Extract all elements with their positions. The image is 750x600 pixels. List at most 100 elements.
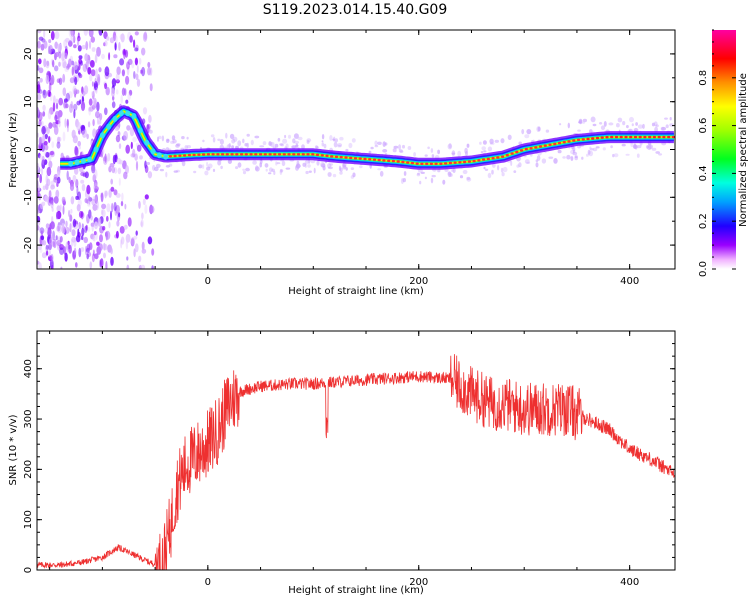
noise-blob xyxy=(152,164,156,171)
noise-blob xyxy=(121,87,126,97)
noise-blob xyxy=(134,31,139,36)
noise-blob xyxy=(352,172,356,178)
noise-blob xyxy=(110,210,112,221)
noise-blob xyxy=(40,167,44,176)
noise-blob xyxy=(430,177,434,184)
ridge-peak xyxy=(216,153,220,156)
noise-blob xyxy=(242,170,247,175)
y-tick-label: 200 xyxy=(23,460,34,479)
noise-blob xyxy=(70,208,73,214)
noise-blob xyxy=(136,144,142,152)
noise-blob xyxy=(466,143,470,148)
noise-blob xyxy=(204,170,209,176)
noise-blob xyxy=(58,77,63,86)
ridge-peak xyxy=(467,160,471,163)
noise-blob xyxy=(53,176,58,183)
noise-blob xyxy=(413,152,416,157)
noise-blob xyxy=(645,145,649,149)
ridge-peak xyxy=(301,153,305,156)
ridge-peak xyxy=(538,145,543,148)
ridge-peak xyxy=(382,159,386,162)
noise-blob xyxy=(186,136,189,140)
noise-blob xyxy=(610,145,613,149)
noise-blob xyxy=(103,242,106,251)
ridge-peak xyxy=(268,153,272,156)
noise-blob xyxy=(589,146,592,150)
noise-blob xyxy=(295,143,299,149)
y-tick-label: 0 xyxy=(23,146,34,152)
noise-blob xyxy=(65,241,70,251)
spectrogram-y-label: Frequency (Hz) xyxy=(8,112,19,188)
noise-blob xyxy=(75,234,81,243)
noise-blob xyxy=(447,171,452,178)
noise-blob xyxy=(134,47,139,52)
noise-blob xyxy=(146,162,151,165)
noise-blob xyxy=(82,171,86,177)
noise-blob xyxy=(88,30,94,38)
ridge-peak xyxy=(581,138,585,141)
ridge-peak xyxy=(605,136,609,139)
noise-blob xyxy=(545,129,550,133)
noise-blob xyxy=(603,121,607,127)
noise-blob xyxy=(559,123,562,126)
ridge-peak xyxy=(472,159,476,163)
noise-blob xyxy=(77,191,81,200)
noise-blob xyxy=(126,125,131,131)
ridge-peak xyxy=(529,147,533,150)
noise-blob xyxy=(108,166,112,173)
noise-blob xyxy=(557,149,562,154)
noise-blob xyxy=(86,199,89,204)
noise-blob xyxy=(245,167,250,172)
noise-blob xyxy=(148,114,152,123)
noise-blob xyxy=(84,53,89,62)
noise-blob xyxy=(141,66,146,77)
noise-blob xyxy=(37,93,42,101)
noise-blob xyxy=(81,235,84,241)
noise-blob xyxy=(138,57,142,65)
noise-blob xyxy=(68,244,72,254)
noise-blob xyxy=(62,205,65,215)
noise-blob xyxy=(63,100,67,109)
noise-blob xyxy=(97,115,99,126)
colorbar-label: Normalized spectral amplitude xyxy=(738,73,749,227)
noise-blob xyxy=(114,126,120,132)
noise-blob xyxy=(111,166,116,174)
noise-blob xyxy=(37,166,40,173)
noise-blob xyxy=(95,86,98,94)
ridge-peak xyxy=(259,153,263,156)
noise-blob xyxy=(142,198,146,206)
ridge-peak xyxy=(463,160,467,164)
noise-blob xyxy=(665,124,669,129)
ridge-peak xyxy=(534,146,538,149)
noise-blob xyxy=(431,154,435,158)
spectral-ridge-band xyxy=(60,110,674,165)
noise-blob xyxy=(85,41,89,51)
ridge-peak xyxy=(339,156,343,159)
ridge-peak xyxy=(287,153,291,156)
noise-blob xyxy=(55,102,59,110)
noise-blob xyxy=(95,68,98,79)
noise-blob xyxy=(130,141,133,150)
noise-blob xyxy=(39,227,45,235)
noise-blob xyxy=(297,136,303,141)
noise-blob xyxy=(56,239,62,247)
noise-blob xyxy=(242,138,245,144)
noise-blob xyxy=(279,169,283,175)
noise-blob xyxy=(93,97,97,107)
noise-blob xyxy=(70,101,74,109)
noise-blob xyxy=(323,143,327,149)
noise-blob xyxy=(147,128,151,132)
ridge-peak xyxy=(520,149,524,152)
noise-blob xyxy=(427,146,430,150)
noise-blob xyxy=(131,62,135,69)
ridge-peak xyxy=(80,158,86,164)
ridge-peak xyxy=(434,162,438,165)
ridge-peak xyxy=(657,135,661,139)
noise-blob xyxy=(72,174,77,183)
noise-blob xyxy=(595,146,600,149)
noise-blob xyxy=(105,260,108,269)
noise-blob xyxy=(119,58,125,66)
noise-blob xyxy=(402,178,406,183)
noise-blob xyxy=(370,146,374,150)
noise-blob xyxy=(53,125,59,136)
